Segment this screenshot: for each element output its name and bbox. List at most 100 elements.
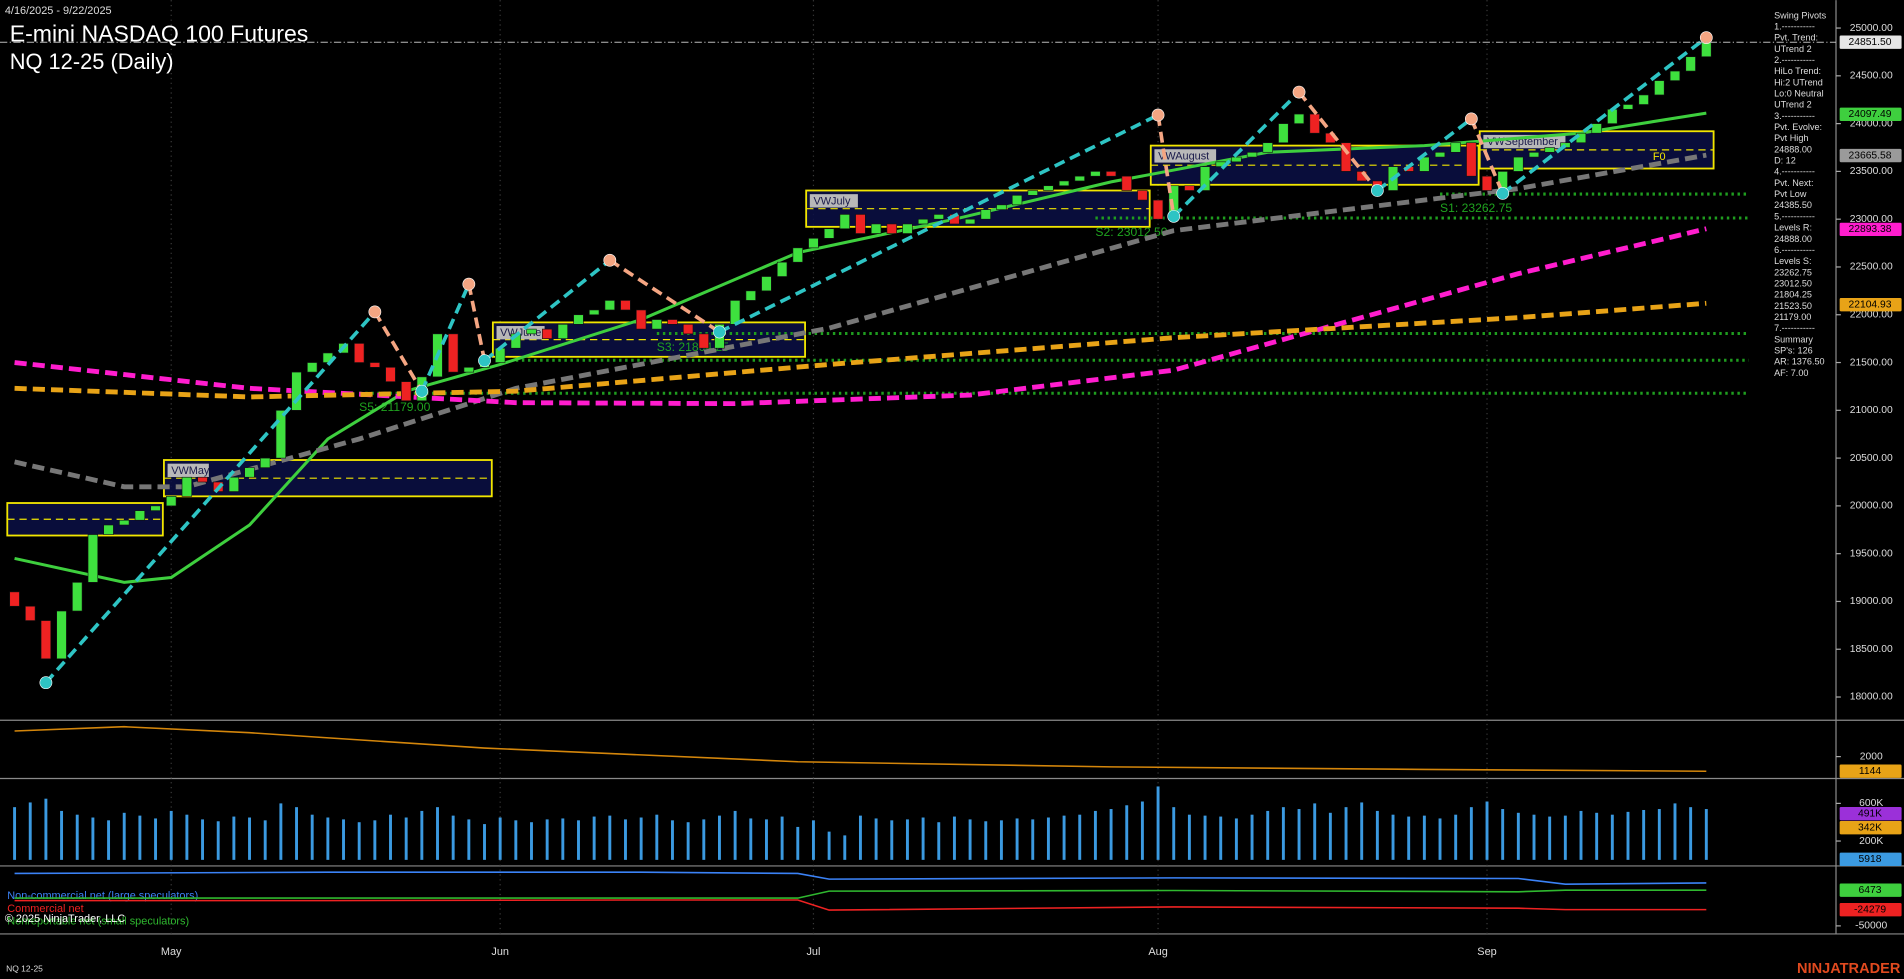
- price-tag: [1839, 902, 1902, 917]
- volume-bar: [1563, 815, 1567, 860]
- series-line: [14, 899, 1707, 911]
- swing-pivot: [415, 384, 429, 398]
- price-tag: [1839, 298, 1902, 312]
- candle-body: [870, 223, 882, 234]
- volume-bar: [498, 817, 502, 860]
- volume-bar: [1172, 807, 1176, 860]
- info-panel-line: 24888.00: [1774, 144, 1812, 154]
- info-panel-line: UTrend 2: [1774, 100, 1812, 110]
- volume-bar: [624, 819, 627, 860]
- volume-bar: [279, 803, 283, 860]
- candle-body: [307, 362, 318, 373]
- candle-body: [573, 314, 584, 325]
- volume-bar: [1125, 805, 1129, 860]
- volume-bar: [420, 810, 424, 860]
- volume-bar: [1093, 810, 1097, 860]
- volume-bar: [185, 814, 189, 860]
- candle-body: [541, 328, 553, 339]
- candle-body: [980, 209, 991, 220]
- candle-body: [1231, 156, 1242, 163]
- candle-body: [56, 610, 67, 660]
- candle-body: [1513, 156, 1524, 172]
- candle-body: [150, 505, 161, 511]
- volume-bar: [1234, 818, 1238, 860]
- volume-bar: [1642, 809, 1646, 860]
- price-tag: [1839, 107, 1902, 121]
- y-tick-label: 200K: [1859, 836, 1883, 847]
- volume-bar: [1407, 816, 1411, 860]
- volume-bar: [1250, 814, 1254, 860]
- info-panel-line: D: 12: [1774, 156, 1796, 166]
- candle-body: [25, 605, 36, 621]
- info-panel-line: Pvt. Next:: [1774, 178, 1813, 188]
- info-panel-line: Pvt High: [1774, 133, 1808, 143]
- candle-body: [72, 582, 83, 612]
- swing-line: [483, 258, 611, 363]
- price-tag: [1839, 222, 1902, 237]
- info-panel-line: Levels S:: [1774, 256, 1811, 266]
- pivot-box-label: VWAugust: [1158, 150, 1209, 162]
- volume-bar: [91, 817, 95, 860]
- volume-bar: [858, 815, 862, 860]
- volume-bar: [216, 821, 220, 860]
- y-tick-label: 20500.00: [1850, 453, 1893, 464]
- y-tick-label: 21000.00: [1850, 405, 1893, 416]
- volume-bar: [843, 835, 847, 860]
- info-panel-line: UTrend 2: [1774, 44, 1812, 54]
- chart-title: E-mini NASDAQ 100 Futures: [10, 20, 309, 46]
- swing-pivot: [1167, 209, 1181, 223]
- price-tag: [1839, 883, 1902, 897]
- info-panel-line: Lo:0 Neutral: [1774, 89, 1824, 99]
- indicator-line: [14, 725, 1707, 773]
- volume-bar: [342, 819, 345, 860]
- swing-pivot: [1292, 85, 1306, 99]
- swing-line: [1172, 90, 1301, 218]
- volume-bar: [608, 815, 612, 860]
- candle-body: [557, 324, 568, 339]
- swing-pivot: [603, 253, 617, 267]
- price-tag: [1839, 852, 1902, 866]
- volume-bar: [389, 814, 392, 860]
- volume-bar: [451, 815, 455, 860]
- candle-body: [651, 319, 662, 330]
- info-panel-line: Pvt. Evolve:: [1774, 122, 1822, 132]
- volume-bar: [1610, 814, 1614, 860]
- candle-body: [1419, 156, 1430, 172]
- candle-body: [1466, 142, 1477, 177]
- candle-body: [197, 476, 208, 483]
- info-panel-line: HiLo Trend:: [1774, 66, 1821, 76]
- volume-bar: [201, 819, 204, 860]
- candle-body: [134, 510, 146, 521]
- candle-body: [1090, 171, 1101, 177]
- candle-body: [228, 476, 240, 492]
- y-tick-label: 20000.00: [1850, 501, 1893, 512]
- candle-body: [1121, 175, 1132, 191]
- info-panel-line: Swing Pivots: [1774, 10, 1827, 20]
- volume-bar: [1015, 818, 1019, 860]
- candle-body: [369, 362, 381, 368]
- price-tag-label: 342K: [1858, 822, 1882, 833]
- volume-bar: [1046, 817, 1050, 860]
- volume-bar: [874, 818, 878, 860]
- candle-body: [244, 467, 255, 478]
- candle-body: [1074, 175, 1085, 182]
- info-panel-line: 3.-----------: [1774, 111, 1815, 121]
- volume-bar: [122, 812, 126, 860]
- swing-pivot: [368, 305, 382, 319]
- candle-body: [1184, 185, 1195, 191]
- info-panel-line: 24888.00: [1774, 234, 1812, 244]
- price-tag: [1839, 764, 1902, 778]
- volume-bar: [13, 807, 17, 860]
- price-tag-label: 22104.93: [1848, 299, 1891, 310]
- candle-body: [87, 534, 99, 583]
- candle-body: [1262, 142, 1273, 153]
- pivot-box-label-bg: [167, 463, 209, 478]
- info-panel-line: 23262.75: [1774, 267, 1812, 277]
- price-tag-label: 1144: [1859, 766, 1881, 777]
- info-panel-line: 1.-----------: [1774, 22, 1815, 32]
- candle-body: [1450, 142, 1461, 153]
- price-tag-label: 23665.58: [1848, 150, 1891, 161]
- volume-bar: [404, 817, 408, 860]
- volume-bar: [1391, 814, 1395, 860]
- price-tag: [1839, 35, 1902, 49]
